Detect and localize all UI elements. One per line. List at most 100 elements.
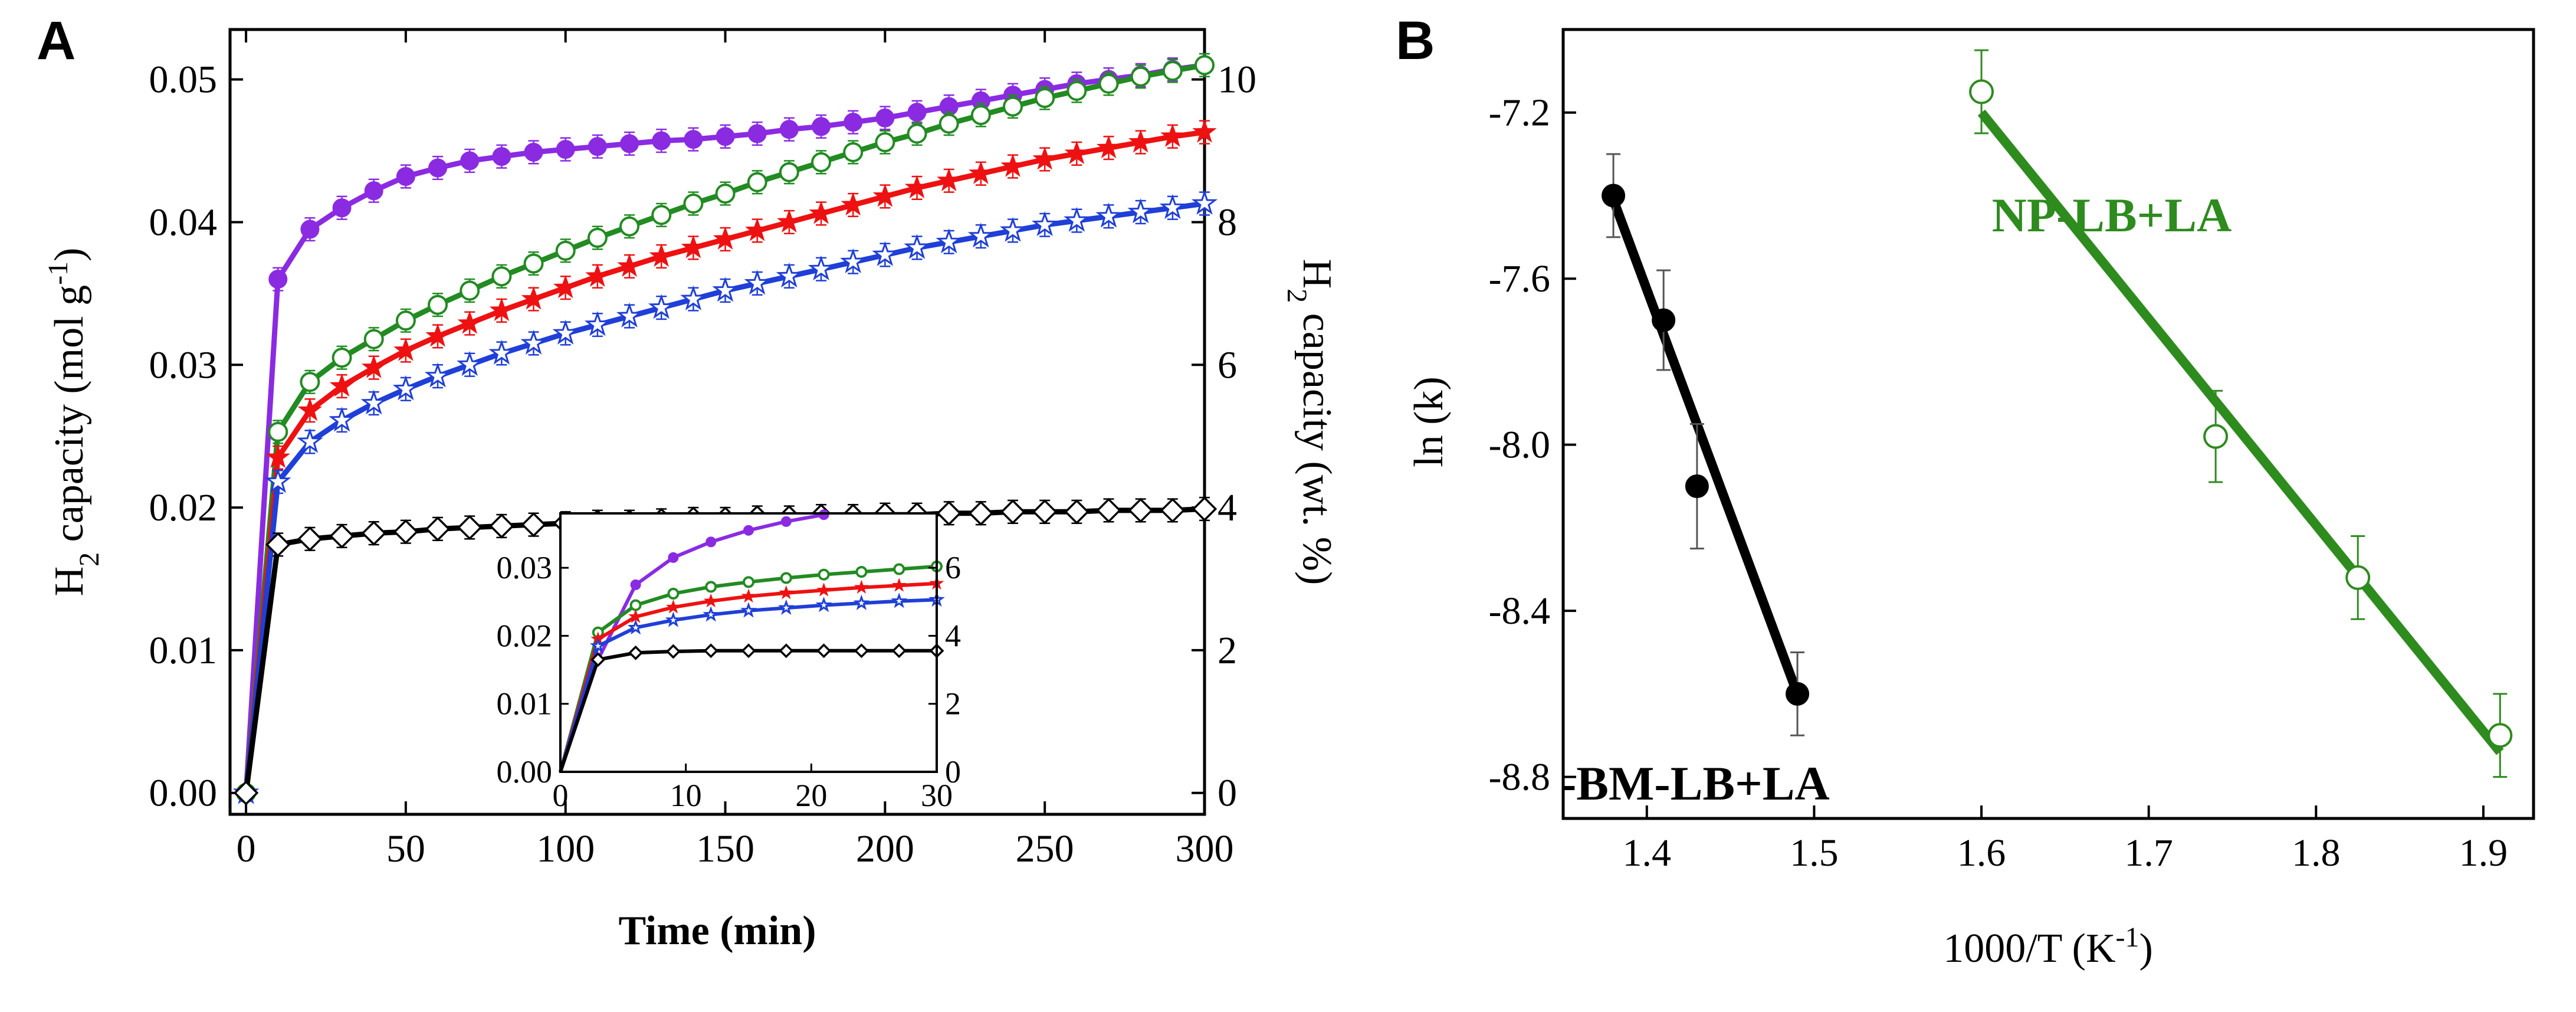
panel-b-y-axis-title: ln (k) <box>1406 376 1452 467</box>
inset-data-point <box>589 637 606 653</box>
panel-a-inset: 0 10 20 30 0.00 0.01 0.02 0.03 0 2 4 6 <box>497 509 961 813</box>
data-point <box>712 277 739 302</box>
inset-data-point <box>705 581 717 593</box>
data-point <box>491 266 512 287</box>
inset-data-point <box>891 643 907 659</box>
data-point <box>297 526 323 552</box>
inset-data-point <box>891 578 907 592</box>
data-point <box>1160 497 1186 523</box>
inset-data-point <box>893 563 905 575</box>
data-point <box>1067 80 1087 101</box>
data-point <box>652 131 671 150</box>
data-point <box>488 339 515 365</box>
data-point <box>1000 153 1025 177</box>
data-point <box>812 117 831 136</box>
inset-data-point <box>743 525 754 536</box>
y2-tick-label: 10 <box>1218 58 1256 101</box>
data-point <box>1098 73 1119 94</box>
inset-x-tick-label: 0 <box>553 778 569 813</box>
panel-a-y2-axis-title: H2 capacity (wt. %) <box>1282 259 1340 585</box>
data-point <box>265 532 291 558</box>
y2-tick-label: 2 <box>1218 629 1237 672</box>
inset-data-point <box>854 579 869 594</box>
inset-series-black <box>559 643 944 772</box>
data-point <box>1191 189 1218 215</box>
inset-y2-tick-label: 0 <box>945 754 961 790</box>
panel-b-x-tick-label: 1.6 <box>1957 831 2006 875</box>
data-point <box>936 228 962 254</box>
data-point <box>460 151 480 171</box>
inset-y-tick-label: 0.03 <box>497 550 553 585</box>
data-point <box>329 407 355 432</box>
inset-data-point <box>779 643 794 659</box>
data-point <box>999 217 1026 242</box>
inset-data-point <box>855 566 868 578</box>
inset-data-point <box>668 552 679 563</box>
panel-b-plot-frame <box>1561 28 2535 820</box>
data-point <box>362 355 386 378</box>
y-tick-label: 0.02 <box>149 486 218 529</box>
data-point <box>776 263 803 288</box>
data-point <box>777 209 802 233</box>
inset-data-point <box>703 593 718 608</box>
panel-a-chart: 0 50 100 150 200 250 3000.000.010.020.030.040.… <box>42 28 1340 954</box>
inset-data-point <box>816 643 832 659</box>
data-point <box>1064 140 1090 165</box>
data-point <box>843 142 864 162</box>
data-point <box>875 108 895 127</box>
inset-series-blue <box>559 591 945 772</box>
data-point <box>393 519 419 545</box>
inset-x-tick-label: 20 <box>795 778 827 813</box>
y2-tick-label: 0 <box>1218 772 1237 815</box>
data-point <box>649 243 674 267</box>
data-point <box>457 515 483 541</box>
data-point <box>265 444 290 469</box>
panel-b-x-tick-label: 1.5 <box>1790 831 1839 875</box>
data-point <box>588 137 607 156</box>
data-point <box>1127 198 1154 224</box>
inset-data-point <box>780 516 792 527</box>
data-point <box>1031 211 1058 237</box>
data-point <box>938 113 959 134</box>
data-point <box>1095 202 1122 228</box>
data-point <box>681 235 706 258</box>
data-point <box>620 134 639 153</box>
x-tick-label: 250 <box>1016 827 1074 870</box>
data-point <box>553 274 578 299</box>
panel-a-inset-frame <box>559 512 938 773</box>
data-point <box>936 500 962 526</box>
data-point <box>1003 96 1023 117</box>
panel-b-y-tick-label: -7.2 <box>1489 91 1550 135</box>
data-point <box>268 421 288 442</box>
panel-a-inset-background <box>560 513 937 772</box>
inset-data-point <box>815 597 832 613</box>
data-point <box>1130 66 1151 87</box>
panel-b-y-tick-label: -7.6 <box>1489 257 1550 300</box>
inset-data-point <box>818 509 829 520</box>
x-tick-label: 50 <box>386 827 425 870</box>
data-point <box>265 468 291 493</box>
data-point <box>651 205 672 225</box>
data-point <box>684 130 703 149</box>
inset-data-point <box>741 643 756 659</box>
data-point <box>300 372 320 392</box>
inset-data-point <box>780 572 792 584</box>
data-point <box>524 142 543 162</box>
y-tick-label: 0.00 <box>149 772 218 815</box>
data-point <box>392 375 419 401</box>
panel-b-x-tick-label: 1.8 <box>2292 831 2341 875</box>
data-point <box>904 175 930 199</box>
data-point <box>872 184 898 207</box>
y-tick-label: 0.03 <box>149 343 218 387</box>
data-point <box>1685 474 1709 499</box>
panel-b-x-tick-label: 1.9 <box>2459 831 2508 875</box>
panel-b-y-tick-label: -8.0 <box>1489 424 1550 467</box>
data-point <box>1159 194 1186 220</box>
data-point <box>875 132 895 153</box>
inset-series-line <box>559 513 825 772</box>
data-point <box>872 241 898 266</box>
data-point <box>552 319 579 345</box>
y2-tick-label: 8 <box>1218 201 1237 244</box>
panel-b-x-axis-title: 1000/T (K-1) <box>1943 922 2153 972</box>
data-point <box>617 253 642 277</box>
